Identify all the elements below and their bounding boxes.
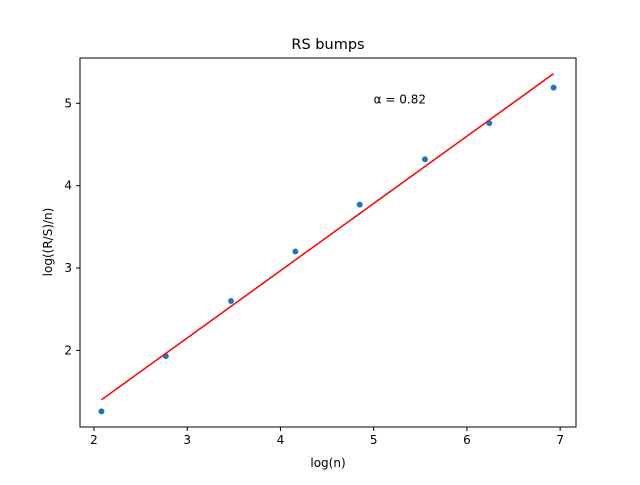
x-tick-label: 7 [556,433,564,447]
data-point [421,156,428,163]
data-point [550,84,557,91]
x-tick-label: 4 [277,433,285,447]
plot-layer [98,73,557,415]
alpha-annotation: α = 0.82 [374,92,426,106]
x-tick-label: 3 [183,433,191,447]
plot-frame [79,57,577,428]
y-axis-label: log((R/S)/n) [41,208,55,277]
x-tick-label: 5 [370,433,378,447]
y-tick-label: 4 [64,179,72,193]
x-tick-label: 2 [90,433,98,447]
y-tick-label: 5 [64,96,72,110]
ticks-layer: 2 3 4 5 6 7 2 3 4 5 [64,96,564,447]
data-point [228,297,235,304]
data-point [98,408,105,415]
y-tick-label: 3 [64,261,72,275]
annotation-layer: α = 0.82 [374,92,426,106]
y-tick-label: 2 [64,343,72,357]
x-axis-label: log(n) [310,456,345,470]
x-tick-label: 6 [463,433,471,447]
data-point [292,248,299,255]
fit-line [101,73,555,401]
data-point [356,201,363,208]
chart-title: RS bumps [291,37,364,53]
